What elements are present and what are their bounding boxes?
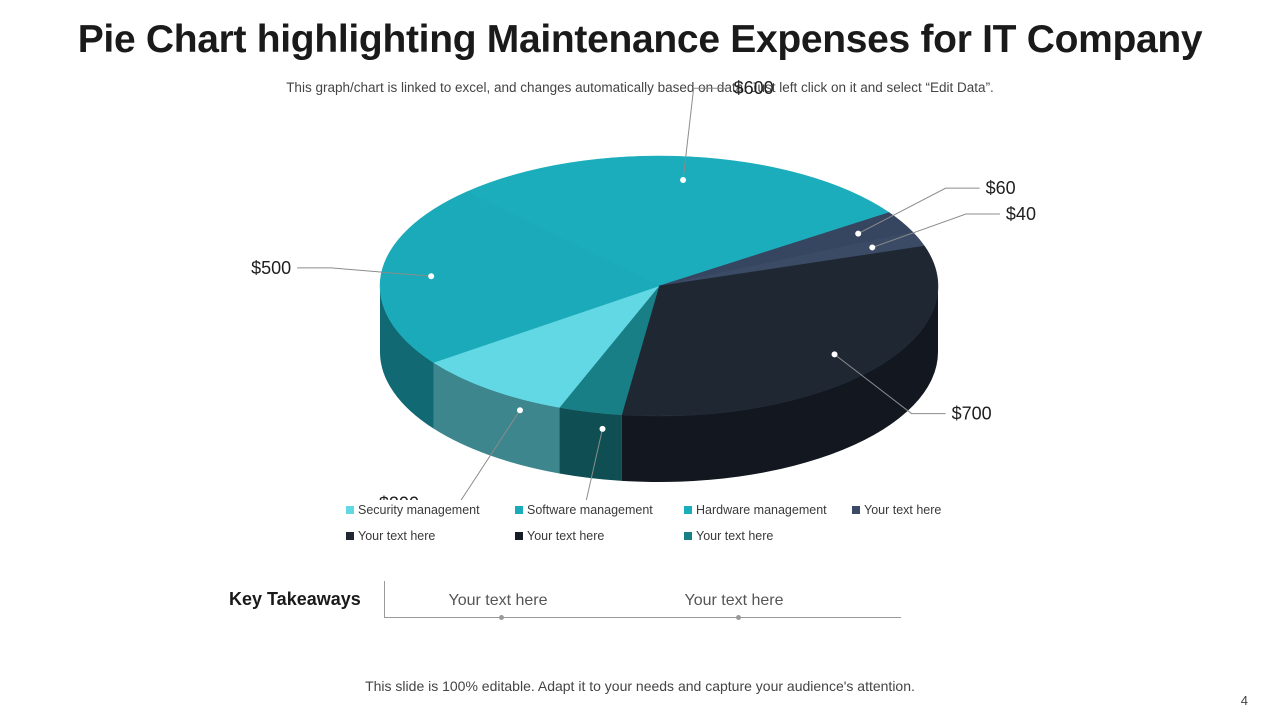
pie-side-walls bbox=[380, 286, 938, 482]
legend-swatch bbox=[515, 506, 523, 514]
slice-label-group: $200 bbox=[379, 407, 523, 500]
legend-label: Security management bbox=[358, 503, 480, 517]
legend-item: Software management bbox=[515, 503, 653, 517]
leader-dot bbox=[831, 351, 838, 358]
slice-value-label: $200 bbox=[379, 493, 419, 500]
slide-title: Pie Chart highlighting Maintenance Expen… bbox=[77, 18, 1203, 61]
pie-slice bbox=[432, 285, 660, 408]
slice-label-group: $500 bbox=[251, 258, 435, 280]
leader-dot bbox=[680, 176, 687, 183]
slice-value-label: $60 bbox=[986, 178, 1016, 198]
legend-swatch bbox=[852, 506, 860, 514]
legend-label: Your text here bbox=[696, 529, 774, 543]
legend-label: Your text here bbox=[527, 529, 605, 543]
slice-label-group: $600 bbox=[680, 78, 774, 183]
legend-label: Hardware management bbox=[696, 503, 827, 517]
takeaway-marker bbox=[499, 615, 504, 620]
takeaway-item: Your text here bbox=[684, 592, 784, 609]
leader-line bbox=[834, 353, 946, 415]
leader-dot bbox=[428, 273, 435, 280]
legend-item: Your text here bbox=[684, 529, 773, 543]
pie-slice-side bbox=[380, 286, 434, 429]
legend-item: Your text here bbox=[346, 529, 435, 543]
slice-label-group: $700 bbox=[831, 351, 992, 424]
key-takeaways-box: Your text here Your text here bbox=[384, 581, 901, 620]
key-takeaways-label: Key Takeaways bbox=[229, 589, 361, 609]
legend-swatch bbox=[684, 506, 692, 514]
legend-swatch bbox=[515, 532, 523, 540]
slide-subtitle: This graph/chart is linked to excel, and… bbox=[286, 80, 994, 95]
legend-label: Software management bbox=[527, 503, 653, 517]
leader-line bbox=[460, 409, 521, 500]
legend-item: Security management bbox=[346, 503, 480, 517]
leader-dot bbox=[599, 425, 606, 432]
slice-value-label: $40 bbox=[1006, 204, 1036, 224]
leader-line bbox=[872, 213, 1000, 248]
pie-slice-side bbox=[433, 362, 560, 474]
legend-label: Your text here bbox=[864, 503, 942, 517]
takeaway-item: Your text here bbox=[448, 592, 548, 609]
legend-swatch bbox=[684, 532, 692, 540]
pie-slice bbox=[379, 191, 660, 363]
pie-slice-side bbox=[559, 407, 622, 481]
page-number: 4 bbox=[1240, 693, 1248, 708]
pie-slice bbox=[466, 155, 890, 287]
slice-label-group: $60 bbox=[855, 178, 1016, 237]
slice-value-label: $500 bbox=[251, 258, 291, 278]
legend-label: Your text here bbox=[358, 529, 436, 543]
slice-value-label: $600 bbox=[734, 78, 774, 98]
slice-label-group: $40 bbox=[869, 204, 1036, 251]
slice-label-group: $80 bbox=[585, 425, 606, 500]
legend-swatch bbox=[346, 506, 354, 514]
leader-line bbox=[585, 428, 603, 500]
leader-line bbox=[857, 187, 980, 235]
leader-line bbox=[682, 87, 728, 181]
takeaway-marker bbox=[736, 615, 741, 620]
chart-legend: Security management Software management Ha… bbox=[346, 503, 1046, 559]
slice-value-label: $700 bbox=[952, 404, 992, 424]
leader-line bbox=[297, 267, 432, 277]
pie-slice-side bbox=[621, 286, 938, 482]
legend-swatch bbox=[346, 532, 354, 540]
pie-chart: $600 $60 $40 $700 $80 $200 $500 bbox=[251, 78, 1036, 500]
slide-footer: This slide is 100% editable. Adapt it to… bbox=[365, 678, 915, 694]
leader-dot bbox=[869, 244, 876, 251]
legend-item: Your text here bbox=[852, 503, 941, 517]
legend-item: Hardware management bbox=[684, 503, 827, 517]
leader-dot bbox=[516, 407, 523, 414]
legend-item: Your text here bbox=[515, 529, 604, 543]
leader-dot bbox=[855, 230, 862, 237]
